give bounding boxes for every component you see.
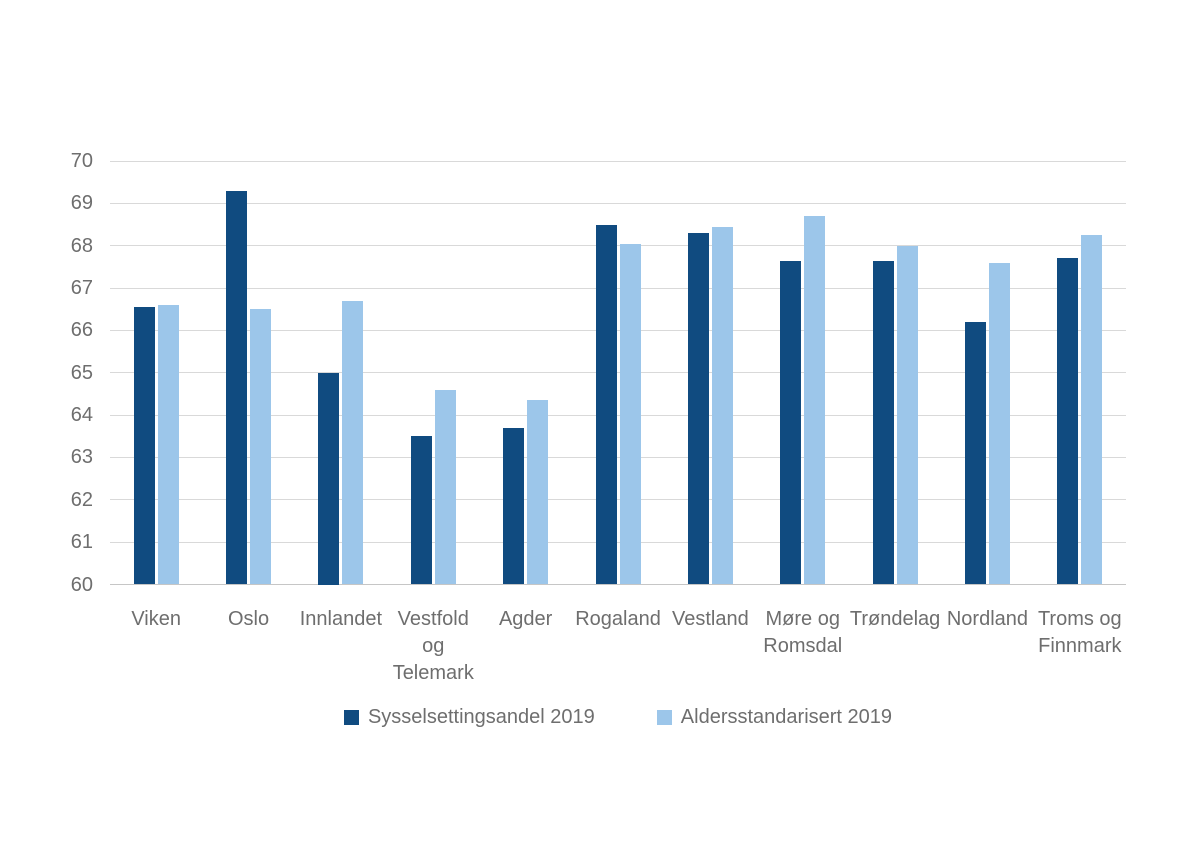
bar-dark-oslo	[226, 190, 248, 585]
gridline	[110, 456, 1126, 458]
bar-light-rogaland	[619, 243, 641, 585]
x-axis-category-label: Oslo	[194, 606, 304, 633]
y-axis-tick-label: 68	[70, 234, 93, 257]
bar-dark-vestland	[687, 232, 709, 585]
bar-light-nordland	[988, 262, 1010, 585]
x-axis-category-label: Agder	[471, 606, 581, 633]
gridline	[110, 414, 1126, 416]
bar-dark-tr-ndelag	[872, 260, 894, 585]
gridline	[110, 160, 1126, 162]
y-axis-tick-label: 60	[70, 573, 93, 596]
bar-dark-innlandet	[318, 372, 340, 585]
bar-light-vestland	[711, 226, 733, 585]
legend-label: Aldersstandarisert 2019	[680, 706, 893, 728]
bar-dark-rogaland	[595, 224, 617, 585]
x-axis-category-label: Nordland	[932, 606, 1042, 633]
x-axis-category-label-line: Vestfold	[397, 608, 469, 630]
y-axis-tick-label: 65	[70, 361, 93, 384]
y-axis-tick-label: 67	[70, 277, 93, 300]
gridline	[110, 202, 1126, 204]
x-axis-category-label-line: Finnmark	[1038, 635, 1122, 657]
legend-swatch-dark-blue-icon	[343, 710, 359, 725]
legend-item-sysselsettingsandel: Sysselsettingsandel 2019	[343, 706, 595, 729]
x-axis-category-label-line: Romsdal	[763, 635, 843, 657]
bar-dark-vestfold-og-telemark	[410, 436, 432, 585]
legend-item-aldersstandarisert: Aldersstandarisert 2019	[656, 706, 893, 729]
bar-dark-m-re-og-romsdal	[780, 260, 802, 585]
x-axis-line	[110, 584, 1126, 585]
bar-dark-nordland	[964, 321, 986, 585]
gridline	[110, 499, 1126, 501]
bar-light-m-re-og-romsdal	[804, 216, 826, 585]
bar-dark-viken	[133, 307, 155, 585]
gridline	[110, 541, 1126, 543]
x-axis-category-label-line: Trøndelag	[849, 608, 941, 630]
gridline	[110, 245, 1126, 247]
x-axis-category-label: Vestfold og Telemark	[378, 606, 488, 687]
x-axis-category-label: Viken	[101, 606, 211, 633]
bar-dark-agder	[503, 427, 525, 585]
bar-light-oslo	[250, 309, 272, 585]
x-axis-category-label-line: Innlandet	[299, 608, 383, 630]
x-axis-category-label-line: Telemark	[392, 662, 474, 684]
y-axis-tick-label: 66	[70, 319, 93, 342]
x-axis-category-label: Rogaland	[563, 606, 673, 633]
y-axis-tick-label: 70	[70, 150, 93, 172]
legend: Sysselsettingsandel 2019 Aldersstandaris…	[110, 706, 1126, 729]
x-axis-category-label-line: Nordland	[946, 608, 1029, 630]
bar-light-vestfold-og-telemark	[434, 389, 456, 585]
y-axis-tick-label: 64	[70, 404, 93, 427]
x-axis-category-label-line: Møre og	[765, 608, 840, 630]
x-axis-category-label: Møre og Romsdal	[748, 606, 858, 660]
y-axis-tick-label: 69	[70, 192, 93, 215]
bar-light-troms-og-finnmark	[1081, 235, 1103, 585]
x-axis-category-label-line: Oslo	[227, 608, 270, 630]
bar-light-agder	[527, 400, 549, 585]
x-axis-category-label-line: Viken	[131, 608, 181, 630]
gridline	[110, 329, 1126, 331]
y-axis-tick-label: 61	[70, 531, 93, 554]
legend-swatch-light-blue-icon	[656, 710, 672, 725]
x-axis-category-label: Troms og Finnmark	[1025, 606, 1135, 660]
legend-label: Sysselsettingsandel 2019	[367, 706, 595, 728]
y-axis-tick-label: 63	[70, 446, 93, 469]
x-axis-category-label: Innlandet	[286, 606, 396, 633]
bar-light-innlandet	[342, 300, 364, 585]
x-axis-category-label-line: Agder	[498, 608, 553, 630]
x-axis-category-label-line: og	[422, 635, 445, 657]
gridline	[110, 287, 1126, 289]
y-axis-tick-label: 62	[70, 488, 93, 511]
x-axis-category-label-line: Troms og	[1037, 608, 1122, 630]
gridline	[110, 372, 1126, 374]
bar-dark-troms-og-finnmark	[1057, 258, 1079, 585]
x-axis-category-label: Trøndelag	[840, 606, 950, 633]
x-axis-category-label-line: Vestland	[671, 608, 749, 630]
bar-light-viken	[157, 304, 179, 585]
x-axis-category-label-line: Rogaland	[575, 608, 661, 630]
bar-light-tr-ndelag	[896, 245, 918, 585]
x-axis-category-label: Vestland	[655, 606, 765, 633]
